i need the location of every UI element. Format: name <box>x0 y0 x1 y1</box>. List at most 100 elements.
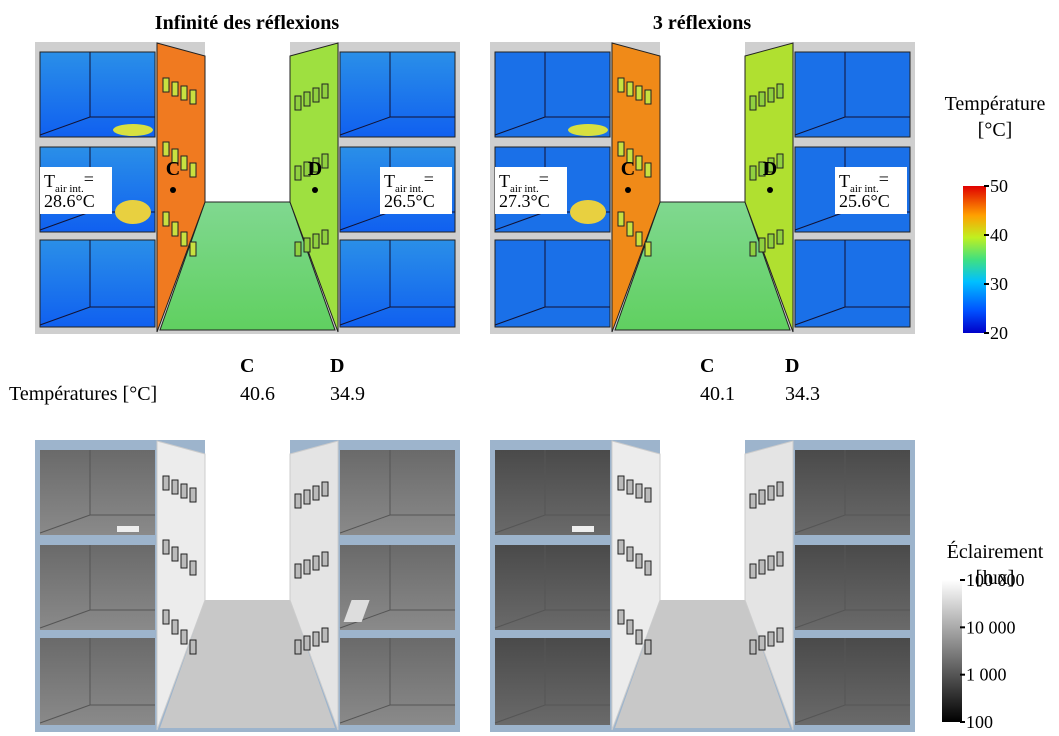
window <box>749 563 757 579</box>
tick-label: 20 <box>990 323 1008 343</box>
facade <box>289 440 339 731</box>
window <box>776 481 784 497</box>
facade <box>744 440 794 731</box>
scale-unit: [lux] <box>976 567 1015 589</box>
facade <box>156 42 206 333</box>
room <box>794 239 911 328</box>
sun-patch <box>343 600 370 622</box>
tick-label: 50 <box>990 176 1008 196</box>
scale-title: Température <box>945 93 1046 115</box>
window <box>626 479 634 495</box>
room-edge <box>494 704 546 724</box>
window <box>758 161 766 177</box>
room-edge <box>794 116 846 136</box>
air-temp-value: 26.5°C <box>384 191 435 211</box>
air-temp-box <box>40 167 112 214</box>
scale-unit: [°C] <box>978 119 1013 141</box>
window <box>189 241 197 257</box>
room-edge <box>339 609 391 629</box>
sun-patch <box>117 526 139 532</box>
point-marker <box>625 187 631 193</box>
room <box>40 450 155 535</box>
window <box>312 555 320 571</box>
air-temp-value: 25.6°C <box>839 191 890 211</box>
window <box>617 475 625 491</box>
sun-patch <box>572 526 594 532</box>
room-edge <box>794 514 846 534</box>
air-temp-box <box>835 167 907 214</box>
window <box>294 563 302 579</box>
room <box>795 638 910 725</box>
window <box>171 148 179 164</box>
scale-title: Éclairement <box>947 540 1044 563</box>
window <box>312 631 320 647</box>
column-header: C <box>700 355 714 377</box>
window <box>776 83 784 99</box>
window <box>617 211 625 227</box>
window <box>767 485 775 501</box>
window <box>303 489 311 505</box>
window <box>294 493 302 509</box>
panel-title: 3 réflexions <box>653 12 752 34</box>
street <box>615 600 790 728</box>
sign: = <box>84 169 94 189</box>
window <box>749 639 757 655</box>
window <box>303 559 311 575</box>
window <box>303 91 311 107</box>
window <box>758 237 766 253</box>
window <box>162 141 170 157</box>
cell-value: 34.9 <box>330 383 365 405</box>
room-edge <box>794 704 846 724</box>
point-label: C <box>166 158 180 180</box>
window <box>767 631 775 647</box>
facade <box>611 440 661 731</box>
room <box>495 450 610 535</box>
room-edge <box>339 116 391 136</box>
symbol: T <box>384 171 395 191</box>
color-bar <box>942 580 962 722</box>
sign: = <box>539 169 549 189</box>
air-temp-box <box>380 167 452 214</box>
room <box>39 239 156 328</box>
room-edge <box>339 514 391 534</box>
sign: = <box>879 169 889 189</box>
window <box>171 546 179 562</box>
window <box>749 241 757 257</box>
room-edge <box>39 514 91 534</box>
symbol: T <box>839 171 850 191</box>
window <box>321 627 329 643</box>
cell-value: 40.1 <box>700 383 735 405</box>
point-marker <box>170 187 176 193</box>
room <box>794 51 911 138</box>
window <box>644 560 652 576</box>
air-temp-label: Tair int.= <box>44 169 94 195</box>
tick-label: 100 <box>966 712 993 732</box>
tick-label: 30 <box>990 274 1008 294</box>
window <box>162 211 170 227</box>
window <box>303 161 311 177</box>
facade <box>156 440 206 731</box>
window <box>776 551 784 567</box>
hot-spot <box>568 124 608 136</box>
window <box>758 489 766 505</box>
column-header: D <box>785 355 799 377</box>
room-edge <box>339 306 391 326</box>
tick-label: 40 <box>990 225 1008 245</box>
window <box>767 555 775 571</box>
window <box>749 165 757 181</box>
room <box>795 545 910 630</box>
room-edge <box>39 306 91 326</box>
window <box>767 87 775 103</box>
window <box>617 141 625 157</box>
window <box>635 85 643 101</box>
air-temp-label: Tair int.= <box>839 169 889 195</box>
window <box>626 619 634 635</box>
window <box>321 551 329 567</box>
window <box>321 153 329 169</box>
tick-label: 1 000 <box>966 665 1007 685</box>
window <box>626 221 634 237</box>
room <box>339 239 456 328</box>
window <box>749 95 757 111</box>
window <box>162 77 170 93</box>
row-label: Températures [°C] <box>9 383 157 405</box>
